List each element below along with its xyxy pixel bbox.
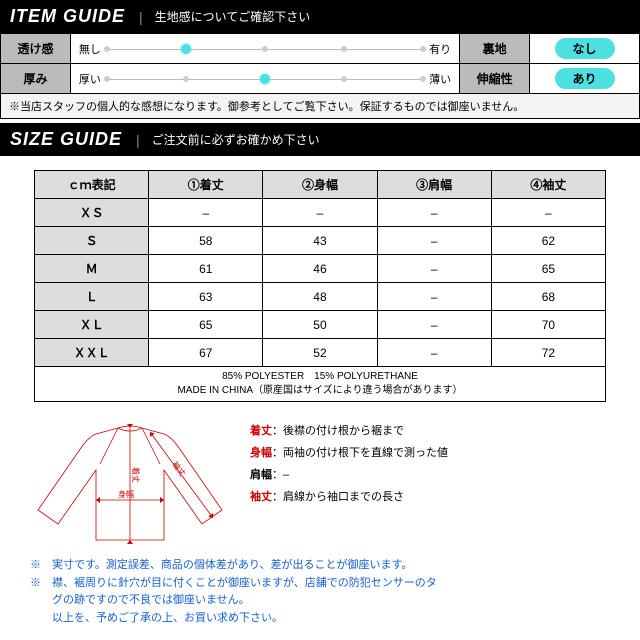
svg-text:身幅: 身幅 (118, 489, 134, 499)
size-col-header: ④袖丈 (491, 171, 605, 199)
divider: | (136, 132, 140, 148)
size-cell: 72 (491, 339, 605, 367)
footnote-line: グの跡ですので不良では御座いません。 (30, 592, 610, 610)
size-row-header: Ｍ (35, 255, 149, 283)
footnote-line: ※ 襟、裾周りに針穴が目に付くことが御座いますが、店舗での防犯センサーのタ (30, 575, 610, 593)
size-col-header: ｃｍ表記 (35, 171, 149, 199)
size-cell: 67 (149, 339, 263, 367)
size-cell: – (263, 199, 377, 227)
badge-label: 裏地 (460, 34, 530, 64)
size-cell: 52 (263, 339, 377, 367)
size-row-header: Ｌ (35, 283, 149, 311)
item-row-label: 透け感 (1, 34, 71, 64)
legend-item: 身幅：両袖の付け根下を直線で測った値 (250, 442, 448, 464)
badge-value: あり (530, 64, 640, 94)
size-cell: – (149, 199, 263, 227)
legend-item: 肩幅：– (250, 464, 448, 486)
item-guide-table: 透け感無し有り裏地なし厚み厚い薄い伸縮性あり (0, 33, 640, 94)
size-col-header: ③肩幅 (377, 171, 491, 199)
divider: | (139, 9, 143, 25)
size-cell: 70 (491, 311, 605, 339)
size-guide-header: SIZE GUIDE | ご注文前に必ずお確かめ下さい (0, 123, 640, 156)
material-info: 85% POLYESTER 15% POLYURETHANEMADE IN CH… (35, 367, 606, 402)
footnote-line: 以上を、予めご了承の上、お買い求め下さい。 (30, 610, 610, 628)
legend: 着丈：後襟の付け根から裾まで身幅：両袖の付け根下を直線で測った値肩幅：–袖丈：肩… (250, 412, 448, 557)
item-guide-subtitle: 生地感についてご確認下さい (155, 8, 311, 25)
svg-text:袖丈: 袖丈 (170, 459, 187, 478)
svg-text:着丈: 着丈 (131, 467, 141, 483)
size-cell: – (377, 227, 491, 255)
size-cell: – (491, 199, 605, 227)
item-guide-note: ※当店スタッフの個人的な感想になります。御参考としてご覧下さい。保証するものでは… (0, 94, 640, 119)
size-cell: – (377, 339, 491, 367)
size-cell: 65 (491, 255, 605, 283)
item-guide-title: ITEM GUIDE (10, 6, 125, 27)
size-row-header: ＸＸＬ (35, 339, 149, 367)
size-cell: 48 (263, 283, 377, 311)
footnote: ※ 実寸です。測定誤差、商品の個体差があり、差が出ることが御座います。 ※ 襟、… (0, 557, 640, 635)
size-col-header: ②身幅 (263, 171, 377, 199)
size-cell: – (377, 283, 491, 311)
size-guide-subtitle: ご注文前に必ずお確かめ下さい (152, 131, 320, 148)
size-cell: 61 (149, 255, 263, 283)
footnote-line: ※ 実寸です。測定誤差、商品の個体差があり、差が出ることが御座います。 (30, 557, 610, 575)
size-guide-title: SIZE GUIDE (10, 129, 122, 150)
item-guide-header: ITEM GUIDE | 生地感についてご確認下さい (0, 0, 640, 33)
size-row-header: ＸＬ (35, 311, 149, 339)
badge-label: 伸縮性 (460, 64, 530, 94)
size-cell: 50 (263, 311, 377, 339)
item-row-label: 厚み (1, 64, 71, 94)
legend-item: 着丈：後襟の付け根から裾まで (250, 420, 448, 442)
size-row-header: Ｓ (35, 227, 149, 255)
size-cell: 63 (149, 283, 263, 311)
size-table: ｃｍ表記①着丈②身幅③肩幅④袖丈 ＸＳ––––Ｓ5843–62Ｍ6146–65Ｌ… (34, 170, 606, 402)
item-slider: 無し有り (70, 34, 459, 64)
size-cell: 68 (491, 283, 605, 311)
item-slider: 厚い薄い (70, 64, 459, 94)
badge-value: なし (530, 34, 640, 64)
size-cell: 43 (263, 227, 377, 255)
size-col-header: ①着丈 (149, 171, 263, 199)
shirt-diagram: 着丈身幅 袖丈 (30, 412, 230, 557)
size-cell: 65 (149, 311, 263, 339)
size-cell: 46 (263, 255, 377, 283)
size-cell: 58 (149, 227, 263, 255)
size-cell: 62 (491, 227, 605, 255)
size-cell: – (377, 311, 491, 339)
size-row-header: ＸＳ (35, 199, 149, 227)
diagram-row: 着丈身幅 袖丈 着丈：後襟の付け根から裾まで身幅：両袖の付け根下を直線で測った値肩… (0, 408, 640, 557)
size-cell: – (377, 199, 491, 227)
size-cell: – (377, 255, 491, 283)
legend-item: 袖丈：肩線から袖口までの長さ (250, 486, 448, 508)
